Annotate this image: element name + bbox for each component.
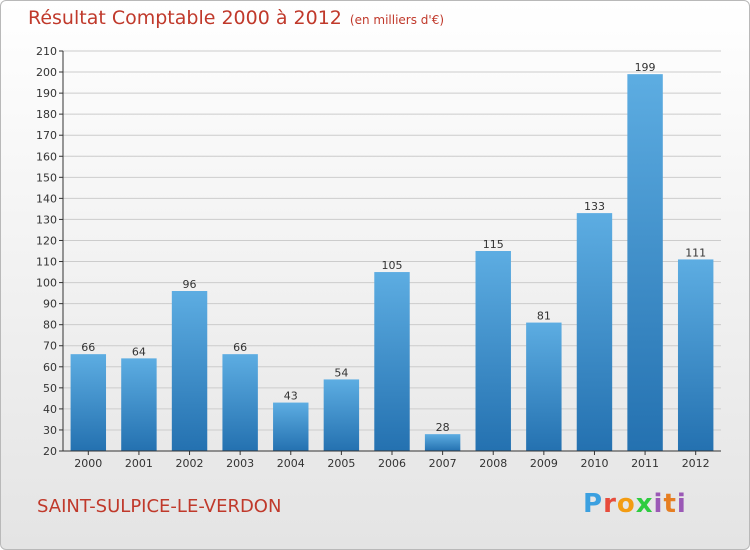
axes: 20 30 40 50 60 70 80 90 100 110 120 130 140 150 160 170… <box>36 45 721 470</box>
y-tick-label: 90 <box>43 298 57 311</box>
y-tick-label: 20 <box>43 445 57 458</box>
data-label: 105 <box>382 259 403 272</box>
data-label: 199 <box>635 61 656 74</box>
y-tick-label: 80 <box>43 319 57 332</box>
data-label: 96 <box>183 278 197 291</box>
y-tick-label: 210 <box>36 45 57 58</box>
logo-letter: t <box>663 489 677 519</box>
x-tick-label: 2007 <box>429 457 457 470</box>
x-tick-label: 2012 <box>682 457 710 470</box>
y-tick-label: 50 <box>43 382 57 395</box>
bar <box>424 434 461 451</box>
data-label: 54 <box>334 366 348 379</box>
y-tick-label: 60 <box>43 361 57 374</box>
y-tick-label: 30 <box>43 424 57 437</box>
logo-letter: i <box>653 489 664 519</box>
bar <box>171 291 208 451</box>
x-tick-label: 2010 <box>580 457 608 470</box>
y-tick-label: 150 <box>36 171 57 184</box>
bar <box>475 251 511 451</box>
data-label: 81 <box>537 310 551 323</box>
y-tick-label: 130 <box>36 213 57 226</box>
y-tick-label: 100 <box>36 277 57 290</box>
y-tick-label: 160 <box>36 150 57 163</box>
logo-letter: P <box>583 489 604 519</box>
proxiti-logo: Proxiti <box>583 489 687 519</box>
data-label: 64 <box>132 345 146 358</box>
y-tick-label: 190 <box>36 87 57 100</box>
x-tick-label: 2006 <box>378 457 406 470</box>
x-tick-label: 2000 <box>74 457 102 470</box>
x-tick-label: 2004 <box>277 457 305 470</box>
data-label: 43 <box>284 390 298 403</box>
chart-unit-label: (en milliers d'€) <box>349 13 445 27</box>
bar <box>627 74 663 451</box>
x-tick-label: 2008 <box>479 457 507 470</box>
y-tick-label: 120 <box>36 234 57 247</box>
x-tick-label: 2003 <box>226 457 254 470</box>
bar <box>273 402 309 451</box>
logo-letter: r <box>603 489 617 519</box>
x-tick-label: 2009 <box>530 457 558 470</box>
bar <box>374 272 410 451</box>
commune-name: SAINT-SULPICE-LE-VERDON <box>37 496 282 517</box>
data-label: 111 <box>685 246 706 259</box>
data-label: 133 <box>584 200 605 213</box>
bar <box>576 213 613 451</box>
x-tick-label: 2001 <box>125 457 153 470</box>
bar <box>526 322 562 451</box>
y-tick-label: 110 <box>36 256 57 269</box>
bar <box>222 354 258 451</box>
x-tick-label: 2005 <box>327 457 355 470</box>
logo-letter: x <box>635 489 654 519</box>
data-label: 28 <box>436 421 450 434</box>
y-tick-label: 70 <box>43 340 57 353</box>
x-tick-label: 2002 <box>176 457 204 470</box>
data-label: 66 <box>233 341 247 354</box>
y-tick-label: 140 <box>36 192 57 205</box>
y-tick-label: 170 <box>36 129 57 142</box>
bar <box>121 358 157 451</box>
data-label: 115 <box>483 238 504 251</box>
bar <box>70 354 107 451</box>
bar <box>323 379 360 451</box>
y-tick-label: 40 <box>43 403 57 416</box>
logo-letter: o <box>616 489 636 519</box>
bar <box>677 259 714 451</box>
y-tick-label: 180 <box>36 108 57 121</box>
chart-title-text: Résultat Comptable 2000 à 2012 <box>28 7 342 29</box>
logo-letter: i <box>676 489 687 519</box>
bars: 66 64 96 66 43 54 105 28 115 81 133 199 111 <box>70 61 714 451</box>
chart-title: Résultat Comptable 2000 à 2012 (en millie… <box>28 7 444 29</box>
x-tick-label: 2011 <box>631 457 659 470</box>
data-label: 66 <box>81 341 95 354</box>
y-tick-label: 200 <box>36 66 57 79</box>
